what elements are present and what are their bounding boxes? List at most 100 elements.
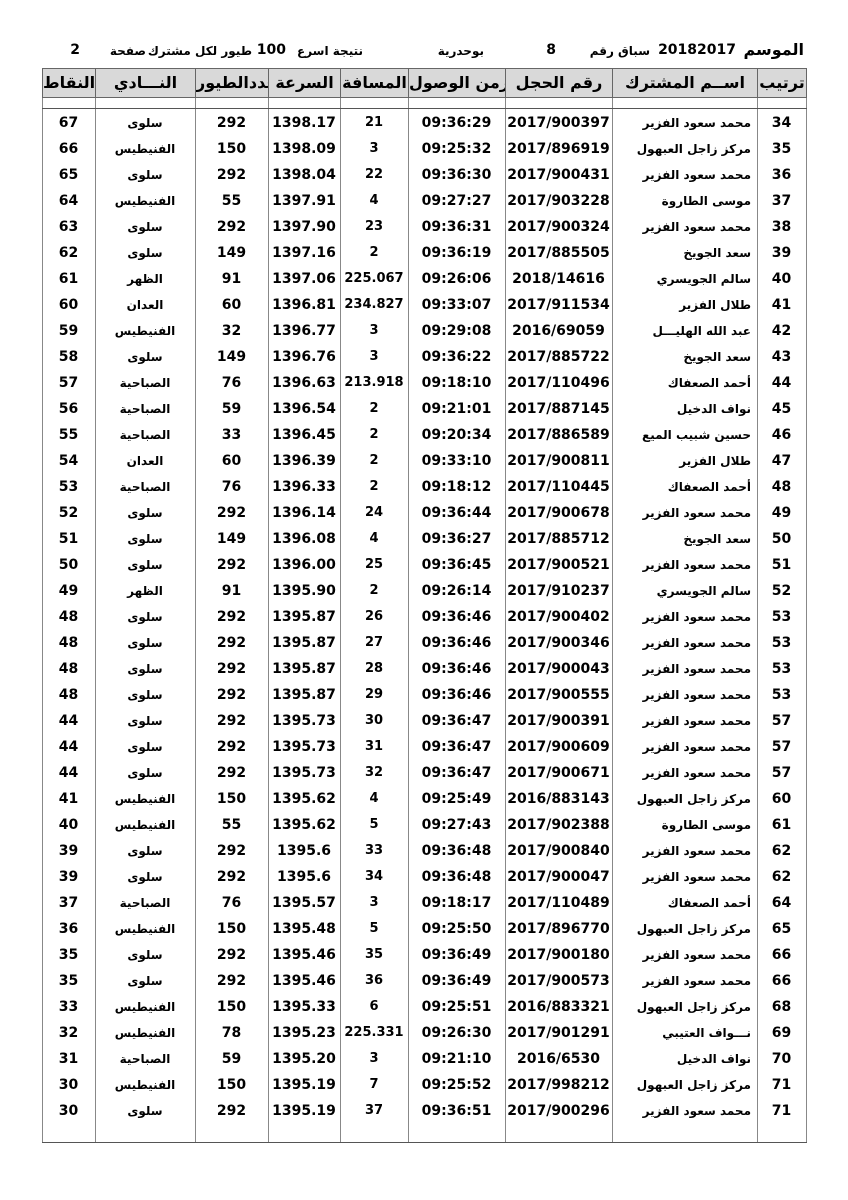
participant-cell: محمد سعود الفزير [642, 870, 751, 884]
arrival-cell: 09:36:44 [421, 505, 492, 521]
speed-cell: 1395.6 [276, 843, 332, 859]
ring-cell: 2017/998212 [507, 1077, 610, 1093]
rank-cell: 69 [771, 1025, 792, 1041]
rank-cell: 57 [771, 739, 792, 755]
participant-cell: محمد سعود الفزير [642, 558, 751, 572]
club-cell: سلوى [127, 610, 163, 624]
points-cell: 48 [58, 687, 79, 703]
distance-cell: 3 [369, 1051, 379, 1066]
birds-cell: 292 [216, 687, 247, 703]
ring-cell: 2017/896919 [507, 141, 610, 157]
distance-cell: 34 [364, 869, 384, 884]
season: 20182017 [658, 42, 736, 58]
speed-cell: 1397.91 [272, 193, 336, 209]
participant-cell: محمد سعود الفزير [642, 766, 751, 780]
rank-cell: 47 [771, 453, 792, 469]
points-cell: 35 [58, 973, 79, 989]
points-cell: 51 [58, 531, 79, 547]
participant-cell: أحمد الصعفاك [667, 480, 751, 494]
column-header: اســم المشترك [612, 68, 758, 98]
points-cell: 62 [58, 245, 79, 261]
birds-cell: 55 [221, 193, 242, 209]
speed-cell: 1395.90 [272, 583, 336, 599]
arrival-cell: 09:36:49 [421, 973, 492, 989]
distance-cell: 213.918 [344, 375, 404, 390]
club-cell: سلوى [127, 168, 163, 182]
club-cell: الصباحية [119, 376, 171, 390]
participant-cell: سعد الجويخ [683, 246, 751, 260]
points-cell: 41 [58, 791, 79, 807]
rank-cell: 57 [771, 765, 792, 781]
rank-cell: 71 [771, 1103, 792, 1119]
ring-cell: 2017/110496 [507, 375, 610, 391]
distance-cell: 234.827 [344, 297, 404, 312]
column-divider [612, 98, 613, 1142]
rank-cell: 46 [771, 427, 792, 443]
column-header: عددالطيور [195, 68, 269, 98]
participant-cell: أحمد الصعفاك [667, 896, 751, 910]
arrival-cell: 09:18:12 [421, 479, 492, 495]
ring-cell: 2017/885712 [507, 531, 610, 547]
speed-cell: 1395.62 [272, 791, 336, 807]
birds-cell: 150 [216, 1077, 247, 1093]
speed-cell: 1395.87 [272, 609, 336, 625]
speed-cell: 1398.04 [272, 167, 336, 183]
distance-cell: 225.067 [344, 271, 404, 286]
participant-cell: مركز زاجل العبهول [636, 142, 751, 156]
participant-cell: محمد سعود الفزير [642, 974, 751, 988]
birds-cell: 91 [221, 271, 242, 287]
points-cell: 60 [58, 297, 79, 313]
location: بوحدرية [437, 44, 484, 58]
column-divider [757, 98, 758, 1142]
points-cell: 37 [58, 895, 79, 911]
speed-cell: 1395.73 [272, 765, 336, 781]
club-cell: سلوى [127, 662, 163, 676]
column-divider [340, 98, 341, 1142]
rank-cell: 53 [771, 661, 792, 677]
birds-cell: 292 [216, 843, 247, 859]
ring-cell: 2017/110445 [507, 479, 610, 495]
race-label: سباق رقم [589, 44, 650, 58]
distance-cell: 24 [364, 505, 384, 520]
distance-cell: 28 [364, 661, 384, 676]
speed-cell: 1395.73 [272, 739, 336, 755]
arrival-cell: 09:18:10 [421, 375, 492, 391]
distance-cell: 25 [364, 557, 384, 572]
club-cell: الصباحية [119, 480, 171, 494]
ring-cell: 2017/900397 [507, 115, 610, 131]
participant-cell: محمد سعود الفزير [642, 844, 751, 858]
club-cell: الفنيطيس [114, 142, 176, 156]
points-cell: 49 [58, 583, 79, 599]
points-cell: 48 [58, 661, 79, 677]
arrival-cell: 09:36:29 [421, 115, 492, 131]
birds-cell: 59 [221, 1051, 242, 1067]
distance-cell: 3 [369, 895, 379, 910]
rank-cell: 52 [771, 583, 792, 599]
result-label: نتيجة اسرع [297, 44, 363, 58]
distance-cell: 2 [369, 245, 379, 260]
speed-cell: 1395.87 [272, 687, 336, 703]
participant-cell: موسى الطاروة [661, 194, 751, 208]
points-cell: 57 [58, 375, 79, 391]
race: 8 [546, 42, 556, 58]
arrival-cell: 09:26:06 [421, 271, 492, 287]
arrival-cell: 09:36:46 [421, 635, 492, 651]
birds-cell: 292 [216, 1103, 247, 1119]
ring-cell: 2016/883321 [507, 999, 610, 1015]
arrival-cell: 09:36:46 [421, 661, 492, 677]
arrival-cell: 09:36:19 [421, 245, 492, 261]
distance-cell: 26 [364, 609, 384, 624]
birds-cell: 292 [216, 167, 247, 183]
club-cell: سلوى [127, 246, 163, 260]
page-label: صفحة [109, 44, 146, 58]
participant-cell: محمد سعود الفزير [642, 714, 751, 728]
rank-cell: 51 [771, 557, 792, 573]
points-cell: 56 [58, 401, 79, 417]
birds-cell: 292 [216, 973, 247, 989]
club-cell: العدان [126, 454, 164, 468]
participant-cell: طلال الفزير [679, 454, 751, 468]
column-divider [195, 98, 196, 1142]
column-header: السرعة [268, 68, 341, 98]
speed-cell: 1396.39 [272, 453, 336, 469]
column-divider [505, 98, 506, 1142]
